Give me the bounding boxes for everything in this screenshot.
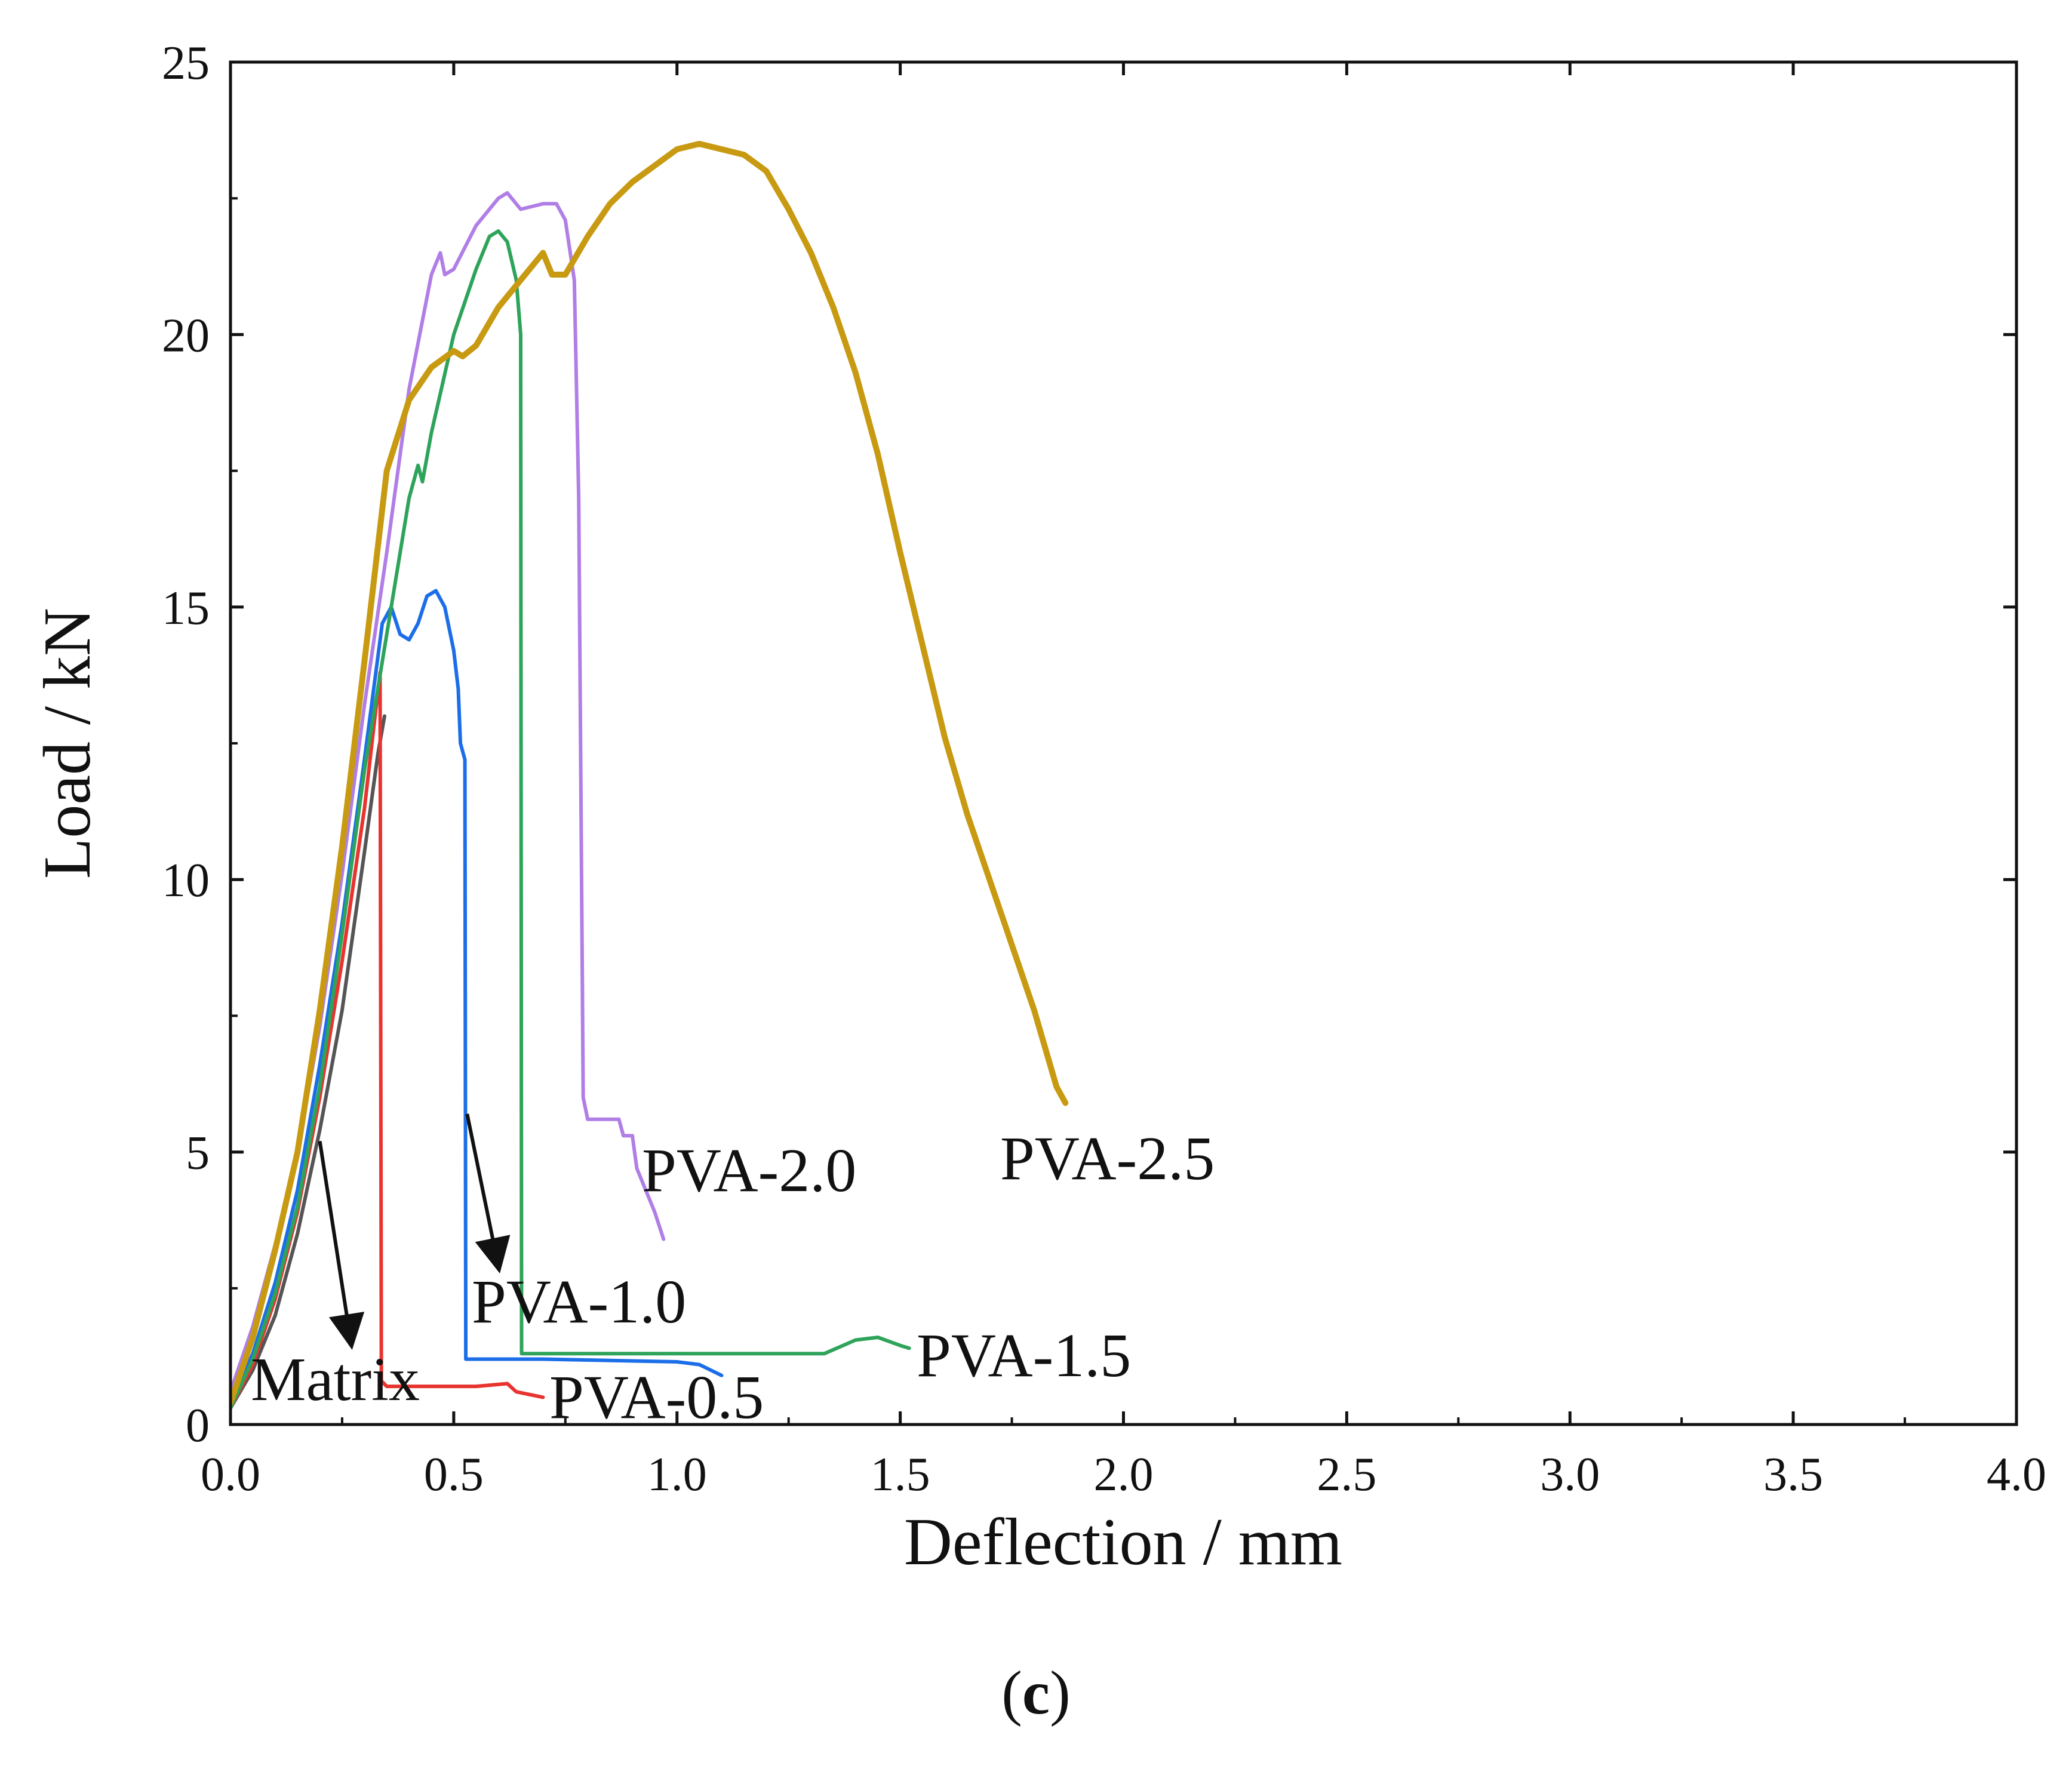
x-axis-title: Deflection / mm bbox=[904, 1505, 1342, 1579]
series-line-pva-2-0 bbox=[230, 191, 666, 1394]
y-tick-label: 0 bbox=[186, 1399, 210, 1452]
x-tick-label: 4.0 bbox=[1987, 1448, 2046, 1501]
pva-1-0-arrow bbox=[465, 1113, 511, 1274]
ticks-layer bbox=[229, 60, 2018, 1426]
x-tick-label: 1.5 bbox=[871, 1448, 930, 1501]
series-label-matrix: Matrix bbox=[251, 1345, 420, 1414]
caption-close-paren: ) bbox=[1050, 1659, 1071, 1727]
series-layer bbox=[230, 140, 1069, 1410]
x-tick-label: 2.0 bbox=[1094, 1448, 1154, 1501]
series-line-matrix bbox=[230, 714, 386, 1410]
y-axis-title: Load / kN bbox=[30, 608, 104, 879]
x-tick-label: 0.5 bbox=[424, 1448, 484, 1501]
annotation-arrows-layer bbox=[318, 1113, 511, 1350]
x-tick-label: 0.0 bbox=[201, 1448, 260, 1501]
series-line-pva-2-5 bbox=[230, 140, 1069, 1406]
x-tick-label: 3.0 bbox=[1540, 1448, 1600, 1501]
matrix-arrow bbox=[318, 1140, 365, 1350]
tick-labels-layer: 0.0 0.5 1.0 1.5 2.0 2.5 3.0 3.5 4.0 0 5 10 15 20 25 bbox=[162, 37, 2046, 1501]
figure-caption: (c) bbox=[1001, 1659, 1070, 1727]
series-line-pva-1-0 bbox=[230, 589, 724, 1405]
y-tick-label: 25 bbox=[162, 37, 210, 90]
series-label-pva-0-5: PVA-0.5 bbox=[549, 1363, 764, 1432]
caption-letter: c bbox=[1022, 1659, 1050, 1727]
series-label-pva-1-5: PVA-1.5 bbox=[917, 1321, 1131, 1390]
series-label-pva-1-0: PVA-1.0 bbox=[472, 1267, 686, 1336]
y-tick-label: 20 bbox=[162, 309, 210, 362]
series-line-pva-1-5 bbox=[230, 229, 911, 1410]
y-tick-label: 10 bbox=[162, 854, 210, 907]
x-tick-label: 2.5 bbox=[1317, 1448, 1376, 1501]
x-tick-label: 3.5 bbox=[1763, 1448, 1823, 1501]
series-label-pva-2-0: PVA-2.0 bbox=[642, 1136, 856, 1205]
series-label-pva-2-5: PVA-2.5 bbox=[1000, 1124, 1215, 1193]
series-labels-layer: Matrix PVA-0.5 PVA-1.0 PVA-1.5 PVA-2.0 PVA-2.… bbox=[251, 1124, 1215, 1432]
caption-open-paren: ( bbox=[1001, 1659, 1022, 1727]
y-tick-label: 5 bbox=[186, 1127, 210, 1180]
y-tick-label: 15 bbox=[162, 582, 210, 635]
x-tick-label: 1.0 bbox=[647, 1448, 707, 1501]
